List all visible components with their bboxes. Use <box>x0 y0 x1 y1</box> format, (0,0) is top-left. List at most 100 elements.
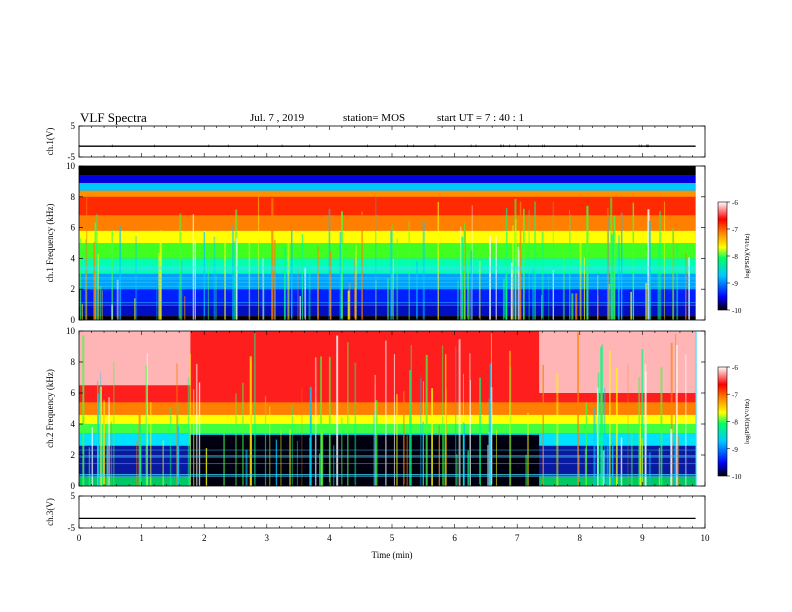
emission-streak <box>187 377 190 486</box>
emission-streak <box>406 435 409 486</box>
x-tick-label: 4 <box>327 533 332 543</box>
emission-streak <box>577 332 579 486</box>
emission-streak <box>297 267 299 320</box>
emission-streak <box>620 212 623 320</box>
emission-streak <box>506 207 508 320</box>
emission-streak <box>374 374 376 486</box>
emission-streak <box>347 342 349 486</box>
emission-streak <box>571 293 574 320</box>
carrier-line <box>79 455 696 457</box>
y-tick-label: 5 <box>71 121 76 131</box>
emission-streak <box>328 208 331 320</box>
emission-streak <box>512 225 514 320</box>
emission-streak <box>675 345 678 486</box>
emission-streak <box>672 227 674 320</box>
colorbar-scale <box>717 201 728 311</box>
emission-streak <box>647 209 650 320</box>
emission-streak <box>600 347 603 486</box>
emission-streak <box>416 261 418 320</box>
emission-streak <box>108 397 110 486</box>
ch1-spectrogram-ylabel: ch.1 Frequency (kHz) <box>45 204 55 283</box>
colorbar-label: log(PSD)(V²/Hz) <box>744 399 751 444</box>
y-tick-label: 6 <box>71 388 76 398</box>
frequency-band <box>79 166 696 176</box>
frequency-band <box>79 424 696 434</box>
emission-streak <box>232 226 235 320</box>
frequency-band <box>79 182 696 191</box>
ch2-spectrogram-panel: -6 -7 -8 -9 -10 log(PSD)(V²/Hz) 0 2 4 6 8 10 ch.2 Fr… <box>45 326 751 491</box>
emission-streak <box>646 304 648 320</box>
y-tick-label: 6 <box>71 223 76 233</box>
carrier-line <box>79 269 696 271</box>
emission-streak <box>103 401 105 486</box>
emission-streak <box>519 250 521 320</box>
frequency-band <box>79 190 696 197</box>
emission-streak <box>526 412 529 486</box>
emission-streak <box>644 371 647 486</box>
emission-streak <box>422 221 425 320</box>
emission-streak <box>410 344 412 486</box>
emission-streak <box>301 234 303 320</box>
emission-streak <box>648 451 651 486</box>
emission-streak <box>314 357 317 486</box>
emission-streak <box>525 454 527 486</box>
carrier-line <box>79 302 696 303</box>
emission-streak <box>223 424 225 486</box>
emission-streak <box>329 251 332 320</box>
emission-streak <box>113 361 115 486</box>
emission-streak <box>532 268 534 320</box>
emission-streak <box>641 438 643 486</box>
emission-streak <box>287 230 290 320</box>
emission-streak <box>442 345 444 486</box>
emission-streak <box>658 447 660 486</box>
x-axis-label: Time (min) <box>372 550 413 560</box>
emission-streak <box>258 197 260 320</box>
emission-streak <box>86 197 88 320</box>
emission-streak <box>215 275 217 320</box>
emission-streak <box>291 229 293 320</box>
ch3-voltage-frame <box>78 495 706 529</box>
y-tick-label: 10 <box>66 326 76 336</box>
carrier-line <box>79 474 696 476</box>
emission-streak <box>99 386 102 486</box>
ch3-voltage-ylabel: ch.3(V) <box>45 498 55 526</box>
y-tick-label: 8 <box>71 357 76 367</box>
emission-streak <box>542 364 545 486</box>
emission-streak <box>437 202 439 320</box>
emission-streak <box>534 201 537 320</box>
colorbar-tick-label: -10 <box>732 307 742 315</box>
frequency-band <box>79 414 696 424</box>
emission-streak <box>460 226 462 320</box>
emission-streak <box>608 284 610 320</box>
y-tick-label: 2 <box>71 284 76 294</box>
emission-streak <box>663 201 665 320</box>
emission-streak <box>271 198 274 320</box>
emission-streak <box>457 280 459 320</box>
emission-streak <box>181 260 183 320</box>
emission-streak <box>119 226 122 320</box>
ch3-voltage-panel: 5 -5 ch.3(V) <box>45 491 706 533</box>
emission-streak <box>207 243 209 320</box>
y-tick-label: 5 <box>71 491 76 501</box>
emission-streak <box>552 201 554 320</box>
emission-streak <box>375 400 378 486</box>
emission-streak <box>205 448 208 486</box>
emission-streak <box>254 333 256 486</box>
emission-streak <box>615 368 618 486</box>
emission-streak <box>606 436 609 486</box>
emission-streak <box>456 454 458 486</box>
emission-streak <box>489 363 492 486</box>
emission-streak <box>387 278 389 320</box>
emission-streak <box>150 402 152 486</box>
x-tick-label: 10 <box>701 533 711 543</box>
emission-streak <box>611 442 614 486</box>
emission-streak <box>97 381 99 486</box>
colorbar-tick-label: -8 <box>732 253 738 261</box>
ch2-spectrogram-colorbar: -6 -7 -8 -9 -10 log(PSD)(V²/Hz) <box>717 364 751 481</box>
emission-streak <box>425 354 428 486</box>
saturated-region <box>79 331 191 386</box>
emission-streak <box>575 293 578 320</box>
emission-streak <box>627 364 629 486</box>
